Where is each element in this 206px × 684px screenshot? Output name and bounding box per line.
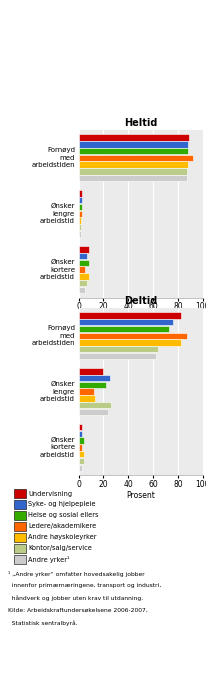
Text: Helse og sosial ellers: Helse og sosial ellers	[28, 512, 98, 518]
X-axis label: Prosent: Prosent	[126, 491, 154, 500]
Bar	[78, 197, 82, 203]
Bar	[78, 148, 187, 155]
Bar	[78, 168, 186, 174]
Text: håndverk og jobber uten krav til utdanning.: håndverk og jobber uten krav til utdanni…	[8, 596, 143, 601]
Bar	[78, 141, 187, 148]
Bar	[78, 273, 88, 280]
Bar	[78, 458, 83, 464]
Text: Andre yrker¹: Andre yrker¹	[28, 555, 69, 563]
Text: Ønsker
kortere
arbeidstid: Ønsker kortere arbeidstid	[40, 437, 75, 458]
Title: Heltid: Heltid	[123, 118, 157, 128]
Bar	[78, 464, 82, 471]
Bar	[78, 438, 83, 444]
Text: Undervisning: Undervisning	[28, 490, 72, 497]
Bar	[78, 339, 180, 345]
Bar	[78, 211, 82, 217]
Text: Andre høyskoleyrker: Andre høyskoleyrker	[28, 534, 96, 540]
Text: Ønsker
lengre
arbeidstid: Ønsker lengre arbeidstid	[40, 203, 75, 224]
Bar	[78, 253, 87, 259]
Text: Kontor/salg/service: Kontor/salg/service	[28, 545, 92, 551]
Text: innenfor primærnæringene, transport og industri,: innenfor primærnæringene, transport og i…	[8, 583, 161, 588]
Bar	[78, 346, 157, 352]
Text: Ønsker
lengre
arbeidstid: Ønsker lengre arbeidstid	[40, 381, 75, 402]
Bar	[78, 353, 155, 359]
Bar	[78, 190, 82, 197]
Text: Fornøyd
med
arbeidstiden: Fornøyd med arbeidstiden	[31, 147, 75, 168]
Bar	[78, 431, 82, 437]
Bar	[78, 246, 88, 252]
Bar	[78, 402, 110, 408]
Bar	[78, 319, 172, 326]
Bar	[78, 313, 180, 319]
Bar	[78, 266, 84, 273]
Bar	[78, 155, 192, 161]
Text: Ledere/akademikere: Ledere/akademikere	[28, 523, 96, 529]
Bar	[78, 389, 93, 395]
Bar	[78, 332, 186, 339]
Bar	[78, 424, 82, 430]
Bar	[78, 280, 87, 287]
Bar	[78, 287, 84, 293]
Bar	[78, 204, 82, 210]
Text: Ønsker
kortere
arbeidstid: Ønsker kortere arbeidstid	[40, 259, 75, 280]
Bar	[78, 161, 187, 168]
X-axis label: Prosent: Prosent	[126, 313, 154, 322]
Bar	[78, 175, 186, 181]
Text: Syke- og hjelpepleie: Syke- og hjelpepleie	[28, 501, 95, 508]
Bar	[78, 451, 83, 458]
Bar	[78, 224, 81, 231]
Bar	[78, 382, 105, 388]
Bar	[78, 408, 108, 415]
Bar	[78, 231, 81, 237]
Bar	[78, 375, 109, 381]
Text: Statistisk sentralbyrå.: Statistisk sentralbyrå.	[8, 620, 77, 626]
Bar	[78, 368, 103, 375]
Bar	[78, 444, 82, 451]
Text: Kilde: Arbeidskraftundersøkelsene 2006-2007,: Kilde: Arbeidskraftundersøkelsene 2006-2…	[8, 608, 147, 613]
Title: Deltid: Deltid	[124, 295, 157, 306]
Bar	[78, 260, 88, 266]
Text: ¹ „Andre yrker“ omfatter hovedsakelig jobber: ¹ „Andre yrker“ omfatter hovedsakelig jo…	[8, 571, 144, 577]
Text: Fornøyd
med
arbeidstiden: Fornøyd med arbeidstiden	[31, 325, 75, 346]
Bar	[78, 395, 94, 402]
Bar	[78, 135, 188, 141]
Bar	[78, 326, 169, 332]
Bar	[78, 218, 81, 224]
